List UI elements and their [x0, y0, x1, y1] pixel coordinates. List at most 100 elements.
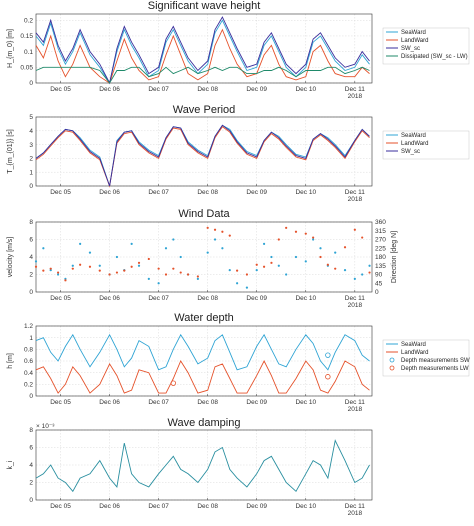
- data-point-direction: [147, 257, 150, 261]
- x-tick-label: Dec 11: [345, 189, 365, 196]
- depth-measurement-marker: [325, 374, 331, 380]
- x-tick-label: Dec 11: [345, 295, 365, 302]
- x-tick-label: Dec 07: [148, 86, 169, 93]
- x-tick-label: Dec 09: [246, 295, 267, 302]
- plot-frame: [35, 116, 373, 187]
- x-tick-label: Dec 09: [246, 503, 267, 510]
- chart-panel-1: Significant wave height 0 0.05 0.1 0.15 0.2 De…: [7, 0, 470, 100]
- y2-tick-label: 180: [375, 254, 386, 261]
- data-point-velocity: [361, 273, 364, 276]
- y-tick-label: 2: [29, 272, 33, 279]
- legend-label: SeaWard: [401, 30, 426, 36]
- y2-tick-label: 315: [375, 228, 386, 235]
- x-tick-label: Dec 10: [295, 189, 316, 196]
- depth-measurement-marker: [325, 352, 331, 358]
- y-tick-label: 0.6: [24, 358, 33, 365]
- data-point-velocity: [277, 264, 280, 267]
- y2-tick-label: 0: [375, 289, 379, 296]
- chart-title: Wind Data: [178, 208, 230, 220]
- y2-tick-label: 225: [375, 245, 386, 252]
- x-tick-label: Dec 06: [99, 295, 120, 302]
- series-line: [35, 124, 370, 187]
- x-year-label: 2018: [348, 196, 363, 203]
- legend-label: Depth measurements LW: [401, 366, 469, 372]
- data-point-direction: [245, 273, 249, 276]
- legend-label: SeaWard: [401, 133, 426, 139]
- chart-title: Water depth: [174, 312, 234, 324]
- data-point-velocity: [213, 238, 217, 241]
- chart-title: Significant wave height: [148, 0, 261, 12]
- series-line: [35, 333, 370, 371]
- y-tick-label: 0: [29, 183, 33, 190]
- data-point-direction: [312, 236, 315, 239]
- data-point-velocity: [147, 277, 150, 280]
- chart-panel-5: Wave damping 0 2 4 6 8 Dec 05 Dec 06 Dec 07 Dec 0…: [7, 417, 373, 517]
- data-point-direction: [285, 226, 288, 229]
- y-tick-label: 4: [29, 128, 33, 135]
- y-tick-label: 3: [29, 142, 33, 149]
- data-point-velocity: [368, 264, 371, 267]
- data-point-direction: [236, 269, 239, 272]
- y-tick-label: 0.4: [24, 370, 33, 377]
- series-line: [35, 19, 370, 85]
- data-point-velocity: [334, 251, 337, 254]
- data-point-direction: [262, 265, 266, 268]
- data-point-direction: [228, 234, 231, 237]
- x-tick-label: Dec 06: [99, 189, 120, 196]
- y2-tick-label: 135: [375, 263, 386, 270]
- data-point-velocity: [179, 255, 182, 259]
- data-point-velocity: [164, 247, 168, 250]
- x-tick-label: Dec 06: [99, 503, 120, 510]
- data-point-direction: [304, 232, 307, 235]
- legend-box: [382, 130, 470, 160]
- y-tick-label: 1: [29, 169, 33, 176]
- data-point-velocity: [71, 264, 74, 267]
- chart-panel-3: Wind Data 0 2 4 6 8 Dec 05 Dec 06 Dec 07 Dec 08 De…: [7, 208, 398, 309]
- x-tick-label: Dec 07: [148, 399, 169, 406]
- data-point-velocity: [255, 269, 258, 272]
- x-tick-label: Dec 09: [246, 86, 267, 93]
- data-point-direction: [123, 269, 126, 272]
- series-line: [35, 359, 370, 394]
- y-tick-label: 0: [29, 393, 33, 400]
- x-tick-label: Dec 07: [148, 295, 169, 302]
- x-tick-label: Dec 07: [148, 189, 169, 196]
- data-point-direction: [64, 279, 67, 282]
- plot-frame: [35, 325, 373, 397]
- legend-box: [382, 27, 470, 65]
- chart-panel-2: Wave Period 0 1 2 3 4 5 Dec 05 Dec 06 Dec 07 Dec 0…: [7, 104, 470, 203]
- y-axis-label: H_{m_0} [m]: [7, 29, 14, 68]
- legend-label: Dissipated (SW_sc - LW): [401, 54, 468, 60]
- data-point-velocity: [79, 242, 82, 245]
- y-exponent-label: × 10⁻³: [36, 423, 55, 430]
- data-point-direction: [71, 267, 74, 270]
- x-tick-label: Dec 07: [148, 503, 169, 510]
- data-point-direction: [186, 273, 190, 276]
- data-point-direction: [277, 238, 280, 241]
- y-axis-label: k_i: [7, 460, 14, 469]
- plot-frame: [35, 429, 373, 501]
- y2-tick-label: 90: [375, 272, 383, 279]
- chart-panel-4: Water depth 0 0.2 0.4 0.6 0.8 1 1.2 Dec 05 Dec 06…: [7, 312, 470, 413]
- legend-label: LandWard: [401, 141, 428, 147]
- data-point-direction: [368, 271, 371, 274]
- y-tick-label: 0: [29, 80, 33, 87]
- x-tick-label: Dec 06: [99, 86, 120, 93]
- data-point-velocity: [236, 282, 239, 285]
- data-point-direction: [343, 246, 347, 249]
- data-point-velocity: [228, 269, 231, 272]
- legend-box: [382, 339, 470, 377]
- data-point-velocity: [130, 242, 133, 245]
- y2-tick-label: 270: [375, 237, 386, 244]
- y-tick-label: 0.8: [24, 347, 33, 354]
- data-point-direction: [172, 267, 175, 270]
- data-point-velocity: [206, 251, 209, 254]
- data-point-direction: [255, 263, 258, 266]
- y-tick-label: 2: [29, 156, 33, 163]
- data-point-velocity: [88, 251, 92, 254]
- data-point-velocity: [98, 264, 101, 267]
- data-point-direction: [49, 267, 52, 270]
- data-point-direction: [319, 255, 322, 259]
- y-tick-label: 1: [29, 335, 33, 342]
